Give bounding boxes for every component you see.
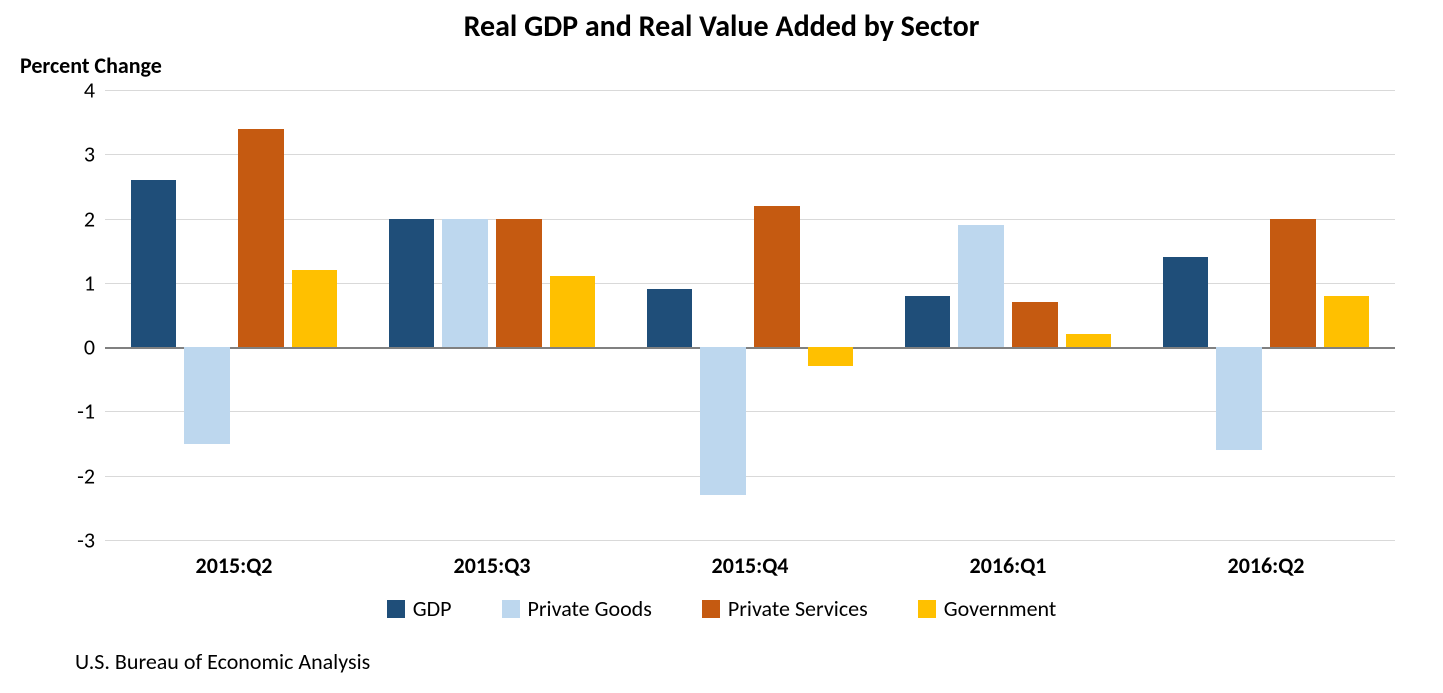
gridline <box>105 154 1395 155</box>
x-tick-label: 2016:Q2 <box>1228 552 1305 579</box>
zero-line <box>105 347 1395 349</box>
bar-government <box>1066 334 1111 347</box>
y-tick-label: 1 <box>84 269 95 296</box>
legend-swatch <box>387 600 405 618</box>
x-tick-label: 2015:Q2 <box>196 552 273 579</box>
bar-private-services <box>496 219 541 348</box>
x-tick-label: 2015:Q4 <box>712 552 789 579</box>
gridline <box>105 476 1395 477</box>
bar-gdp <box>1163 257 1208 347</box>
bar-private-goods <box>700 347 745 495</box>
y-tick-label: 0 <box>84 334 95 361</box>
gridline <box>105 219 1395 220</box>
bar-private-goods <box>958 225 1003 347</box>
source-label: U.S. Bureau of Economic Analysis <box>75 648 370 675</box>
bar-gdp <box>389 219 434 348</box>
bar-government <box>808 347 853 366</box>
bar-government <box>292 270 337 347</box>
bar-private-goods <box>1216 347 1261 450</box>
legend-item-gdp: GDP <box>387 595 452 622</box>
bar-gdp <box>647 289 692 347</box>
y-tick-label: -1 <box>77 398 95 425</box>
x-tick-label: 2016:Q1 <box>970 552 1047 579</box>
legend-item-government: Government <box>918 595 1057 622</box>
bar-gdp <box>131 180 176 347</box>
legend: GDP Private Goods Private Services Governme… <box>0 595 1443 622</box>
bar-private-services <box>1012 302 1057 347</box>
bar-private-goods <box>184 347 229 443</box>
plot-area <box>105 90 1395 540</box>
y-tick-label: 3 <box>84 141 95 168</box>
legend-label: GDP <box>413 595 452 622</box>
bar-private-services <box>754 206 799 347</box>
legend-label: Private Goods <box>528 595 652 622</box>
y-tick-label: 4 <box>84 77 95 104</box>
legend-swatch <box>502 600 520 618</box>
gridline <box>105 90 1395 91</box>
bar-government <box>1324 296 1369 347</box>
bar-private-goods <box>442 219 487 348</box>
legend-swatch <box>918 600 936 618</box>
bar-gdp <box>905 296 950 347</box>
bar-government <box>550 276 595 347</box>
legend-item-private-goods: Private Goods <box>502 595 652 622</box>
y-tick-label: -2 <box>77 462 95 489</box>
legend-label: Government <box>944 595 1057 622</box>
y-axis-title: Percent Change <box>20 52 162 79</box>
chart-title: Real GDP and Real Value Added by Sector <box>0 8 1443 45</box>
legend-item-private-services: Private Services <box>702 595 868 622</box>
y-tick-label: 2 <box>84 205 95 232</box>
legend-swatch <box>702 600 720 618</box>
y-tick-label: -3 <box>77 527 95 554</box>
bar-private-services <box>238 129 283 348</box>
x-tick-label: 2015:Q3 <box>454 552 531 579</box>
bar-private-services <box>1270 219 1315 348</box>
gridline <box>105 540 1395 541</box>
gridline <box>105 411 1395 412</box>
legend-label: Private Services <box>728 595 868 622</box>
